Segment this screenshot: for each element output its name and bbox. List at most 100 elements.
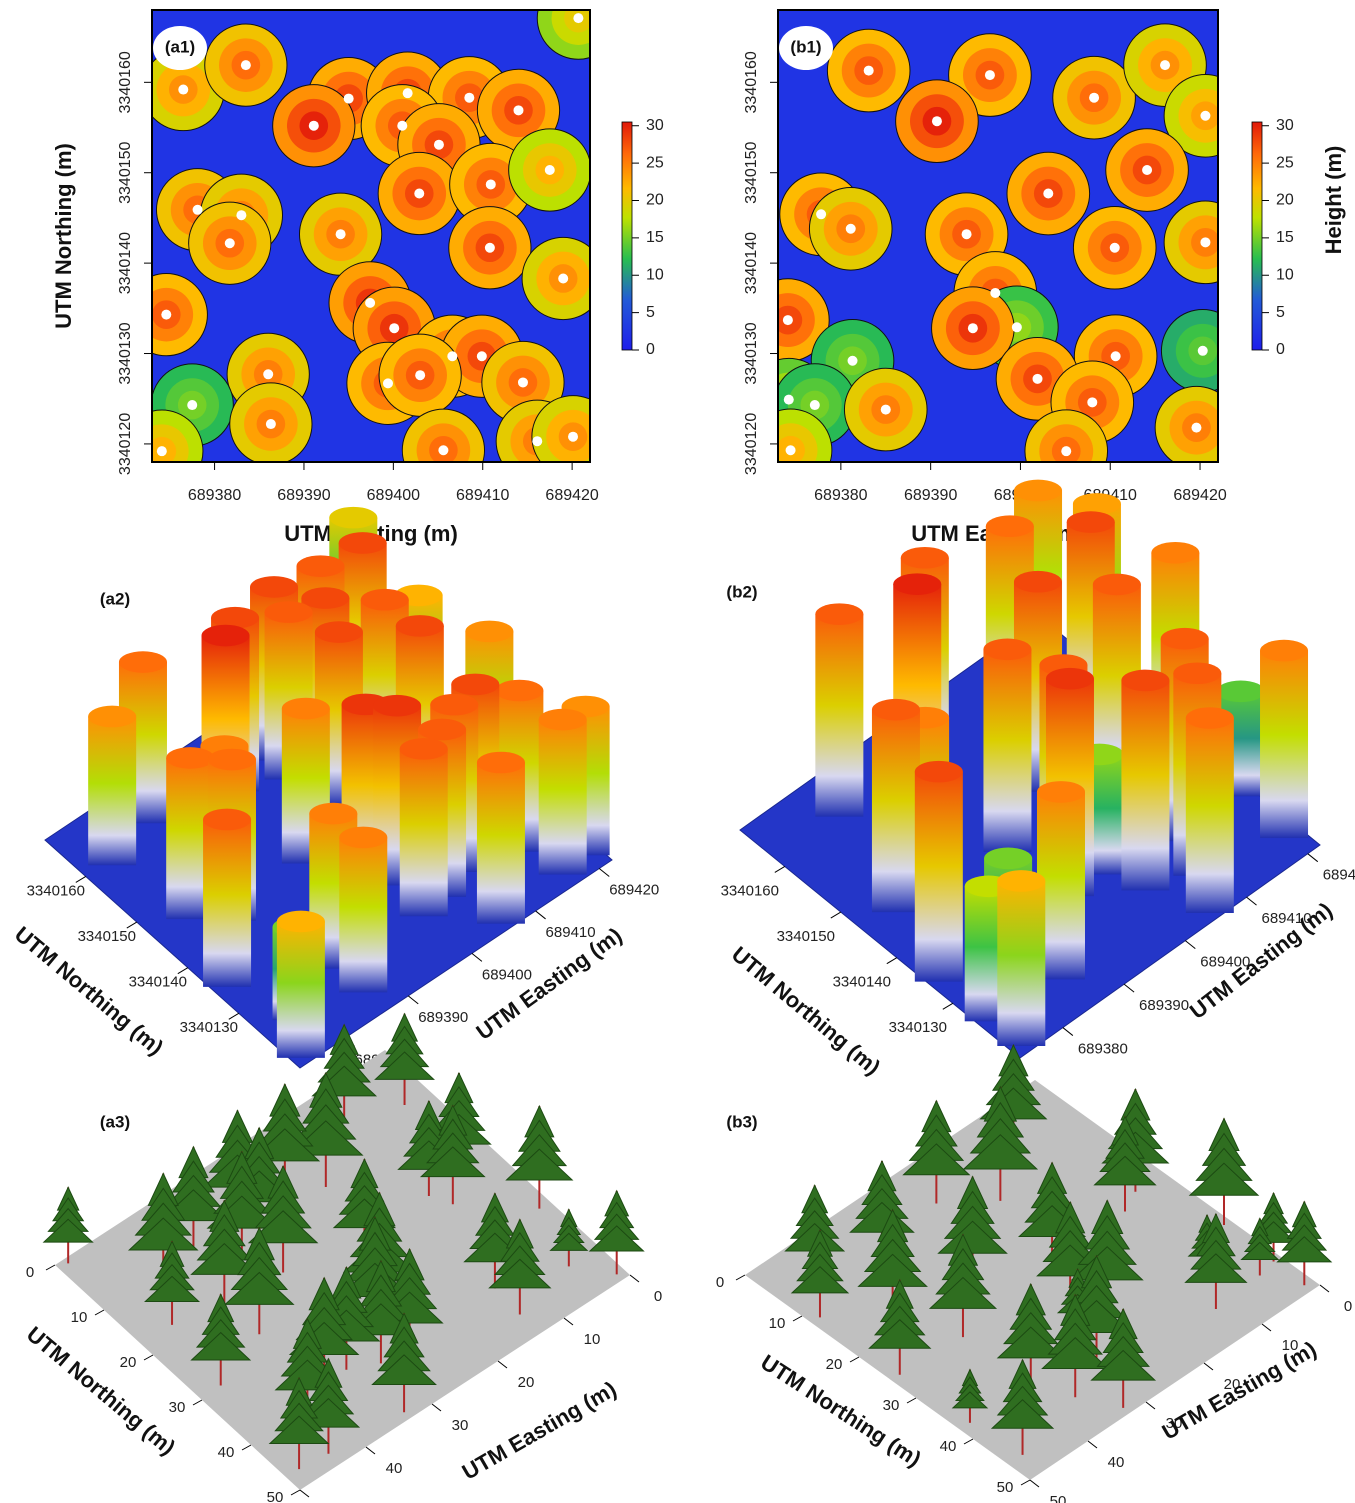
y-tick-label: 3340150 [117,141,134,203]
x-tick [407,995,419,1005]
tree-top [476,351,487,362]
y-tick [143,1354,154,1361]
y-tick-label: 40 [218,1444,235,1461]
canopy-column [339,837,388,993]
tree-top [236,210,247,221]
x-tick [1184,940,1196,950]
y-tick-label: 3340130 [180,1019,238,1036]
tree-foliage [288,1120,364,1156]
tree-top [1109,242,1120,253]
canopy-top [1160,627,1209,650]
y-tick [886,957,898,965]
tree-top [389,323,400,334]
x-tick-label: 689400 [367,487,420,504]
tree-foliage [419,1146,486,1178]
colorbar-tick-label: 10 [1276,266,1294,283]
tree-foliage [990,1399,1055,1429]
tree-top [984,70,995,81]
y-tick-label: 3340120 [743,413,760,475]
colorbar [1251,121,1263,351]
tree-top [263,369,274,380]
tree-top [513,105,524,116]
tree-top [568,431,579,442]
canopy-top [538,708,587,731]
tree-top [931,116,942,127]
x-tick-label: 10 [584,1331,601,1348]
canopy-top [476,751,525,774]
tree-foliage [223,1271,295,1305]
x-tick-label: 689420 [1173,487,1226,504]
panel-label: (a3) [100,1112,130,1131]
raster [152,10,590,462]
plot-frame [777,9,1219,463]
tree-top [1160,60,1171,71]
y-tick [241,1444,252,1451]
y-tick-label: 3340160 [721,882,779,899]
canopy-top [276,910,325,933]
y-tick-label: 3340140 [129,974,187,991]
canopy-column [538,719,587,875]
tree-foliage [951,1391,989,1409]
canopy-top [118,651,167,673]
x-tick-label: 50 [1050,1493,1067,1503]
x-tick-label: 689420 [1323,867,1355,884]
tree-foliage [190,1242,259,1275]
canopy-top [373,694,422,717]
tree-top [1061,446,1072,457]
canopy-column [914,771,963,982]
y-tick-label: 3340160 [117,51,134,113]
panel-label-bg [779,26,833,70]
tree-top [782,315,793,326]
canopy-top [309,802,358,825]
tree-top [447,351,458,362]
x-tick-label: 689410 [1261,910,1311,927]
y-tick [94,1309,105,1316]
tree-top [187,400,198,411]
tree-top [161,309,172,320]
canopy-top [207,748,256,771]
y-tick-label: 3340120 [117,413,134,475]
canopy-top [281,697,330,720]
y-tick-label: 3340140 [833,974,891,991]
tree-top [192,204,203,215]
tree-foliage [1188,1162,1260,1196]
canopy-column [203,819,252,987]
tree-foliage [190,1331,252,1361]
tree-foliage [488,1258,552,1289]
tree-foliage [790,1266,850,1294]
tree-foliage [937,1220,1008,1254]
colorbar [621,121,633,351]
canopy-top [983,638,1032,661]
x-tick [1203,1362,1214,1371]
y-tick-label: 3340150 [743,141,760,203]
tree-top [1089,92,1100,103]
tree-foliage [144,1275,201,1302]
tree-top [961,229,972,240]
tree-top [414,188,425,199]
tree-top [558,273,569,284]
tree-top [402,88,413,99]
canopy-top [1036,781,1085,803]
tree-top [783,394,794,405]
x-tick [598,868,610,877]
colorbar-title: Height (m) [1321,146,1346,255]
canopy-top [1014,479,1063,502]
x-tick-label: 689390 [277,487,330,504]
tree-foliage [902,1143,971,1176]
tree-top [382,378,393,389]
x-tick [431,1403,442,1412]
tree-top [544,165,555,176]
x-tick [629,1274,640,1283]
x-tick-label: 20 [1224,1376,1241,1393]
tree-top [880,404,891,415]
tree-foliage [928,1276,998,1309]
y-tick-label: 50 [997,1479,1014,1496]
y-tick-label: 40 [940,1438,957,1455]
x-tick [497,1360,508,1369]
tree-top [308,120,319,131]
canopy-top [1072,493,1121,515]
tree-top [335,229,346,240]
y-tick-label: 10 [769,1315,786,1332]
y-tick-label: 0 [716,1274,724,1291]
